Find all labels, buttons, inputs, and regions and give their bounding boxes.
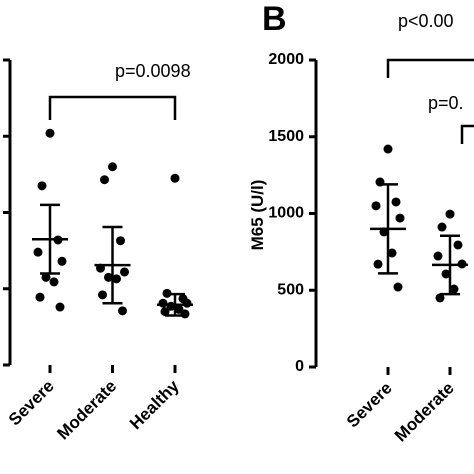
- data-point: [391, 197, 401, 207]
- data-point: [433, 251, 443, 261]
- data-point: [373, 259, 383, 269]
- data-point: [41, 272, 51, 282]
- data-point: [160, 307, 170, 317]
- x-tick-label: Moderate: [53, 376, 120, 443]
- data-point: [33, 247, 43, 257]
- annotation: p=0.: [428, 93, 464, 113]
- x-tick-label: Moderate: [391, 378, 458, 445]
- annotation: p<0.00: [398, 11, 454, 31]
- data-point: [449, 284, 459, 294]
- data-point: [180, 309, 190, 319]
- significance-bracket: [460, 124, 474, 144]
- panel-label: B: [262, 0, 287, 38]
- data-point: [108, 162, 117, 172]
- data-point: [445, 209, 455, 219]
- data-point: [118, 306, 127, 316]
- x-tick-label: Severe: [343, 378, 396, 431]
- data-point: [437, 222, 447, 232]
- data-point: [453, 240, 463, 250]
- data-point: [393, 282, 403, 292]
- y-tick-label: 0: [295, 358, 304, 375]
- data-point: [383, 144, 393, 154]
- data-point: [158, 298, 168, 308]
- data-point: [37, 181, 47, 191]
- data-point: [104, 272, 113, 282]
- y-tick-label: 1000: [268, 205, 304, 222]
- data-point: [49, 277, 59, 287]
- y-tick-label: 500: [277, 281, 304, 298]
- data-point: [35, 292, 45, 302]
- data-point: [57, 256, 67, 266]
- data-point: [170, 173, 180, 183]
- annotation: p=0.0098: [115, 61, 191, 81]
- data-point: [371, 201, 381, 211]
- data-point: [55, 302, 65, 312]
- y-tick-label: 1500: [268, 128, 304, 145]
- x-tick-label: Severe: [5, 376, 58, 429]
- significance-bracket: [48, 95, 177, 120]
- data-point: [98, 290, 107, 300]
- data-point: [100, 175, 109, 185]
- significance-bracket: [386, 58, 474, 78]
- data-point: [441, 269, 451, 279]
- data-point: [120, 267, 129, 277]
- y-axis-label: M65 (U/l): [248, 180, 267, 251]
- data-point: [387, 248, 397, 258]
- x-tick-label: Healthy: [126, 376, 183, 433]
- data-point: [182, 298, 192, 308]
- data-point: [395, 213, 405, 223]
- y-tick-label: 2000: [268, 51, 304, 68]
- data-point: [116, 236, 125, 246]
- data-point: [435, 293, 445, 303]
- data-point: [112, 274, 121, 284]
- data-point: [45, 128, 55, 138]
